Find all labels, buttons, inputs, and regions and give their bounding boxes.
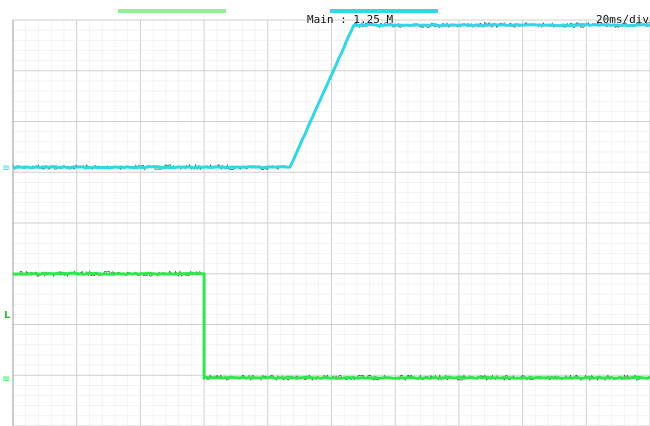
channel-2-ground-marker: ≡: [2, 374, 10, 385]
channel-2-indicator-bar: [118, 9, 226, 13]
graticule: [12, 19, 650, 426]
time-per-division-readout: 20ms/div: [596, 13, 649, 26]
trigger-level-marker: L: [4, 310, 11, 321]
series-2-line: [12, 271, 650, 380]
channel-1-indicator-bar: [330, 9, 438, 13]
ch-indicators: ≡≡: [2, 9, 438, 385]
timebase-readout: Main : 1.25 M: [307, 13, 393, 26]
channel-1-ground-marker: ≡: [2, 163, 10, 174]
waveform-traces: [12, 21, 650, 382]
series-1-line: [13, 23, 650, 170]
